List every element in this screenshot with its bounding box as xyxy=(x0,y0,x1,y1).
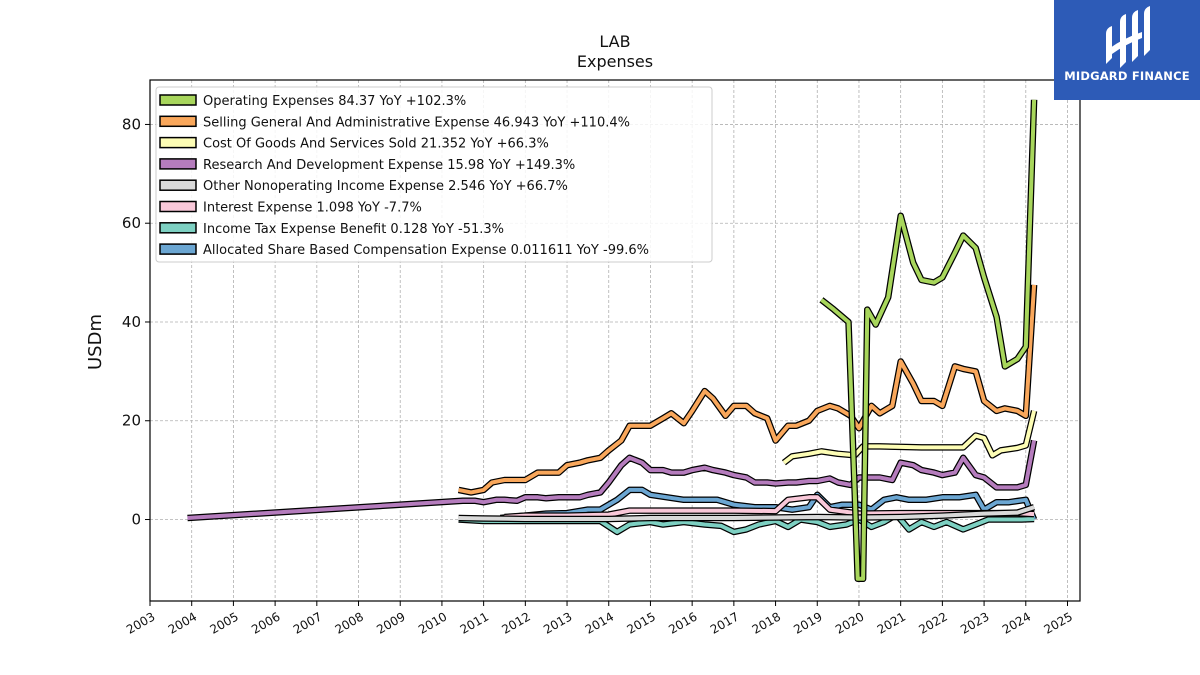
grid xyxy=(149,80,1080,601)
chart-subtitle: Expenses xyxy=(577,52,653,71)
x-tick-label: 2013 xyxy=(541,609,574,636)
series-line-research-and-development-expense xyxy=(187,440,1037,520)
x-tick-label: 2006 xyxy=(249,609,282,636)
logo-mark-icon xyxy=(1106,6,1150,68)
x-tick-label: 2011 xyxy=(458,609,491,636)
plot-frame xyxy=(149,79,1081,602)
x-tick-label: 2019 xyxy=(791,609,824,636)
legend-swatch xyxy=(159,200,197,213)
legend-entry: Selling General And Administrative Expen… xyxy=(203,115,630,130)
legend-entry: Research And Development Expense 15.98 Y… xyxy=(203,158,575,173)
legend-swatch xyxy=(159,222,197,234)
legend-swatch xyxy=(159,136,197,149)
series-line-cost-of-goods-and-services-sold xyxy=(782,410,1037,465)
x-tick-label: 2014 xyxy=(583,609,616,636)
x-tick-label: 2008 xyxy=(333,609,366,636)
legend-swatch xyxy=(159,179,197,191)
chart-title: LAB xyxy=(599,32,630,51)
x-tick-label: 2023 xyxy=(958,609,991,636)
legend-entry: Cost Of Goods And Services Sold 21.352 Y… xyxy=(203,137,549,152)
y-tick-label: 60 xyxy=(122,214,141,232)
midgard-finance-logo: MIDGARD FINANCE xyxy=(1054,0,1200,100)
series-line-other-nonoperating-income-expense xyxy=(458,505,1035,521)
x-tick-label: 2005 xyxy=(207,609,240,636)
legend-entry: Other Nonoperating Income Expense 2.546 … xyxy=(203,179,568,194)
x-tick-label: 2012 xyxy=(499,609,532,636)
series-line-allocated-share-based-compensation-expense xyxy=(500,487,1036,521)
x-tick-label: 2009 xyxy=(374,609,407,636)
y-axis-label: USDm xyxy=(85,314,106,370)
y-tick-label: 20 xyxy=(122,412,141,430)
series-layer xyxy=(187,99,1038,583)
x-tick-label: 2010 xyxy=(416,609,449,636)
logo-text: MIDGARD FINANCE xyxy=(1064,69,1190,83)
series-line-selling-general-and-administrative-expense xyxy=(458,284,1037,495)
legend-entry: Operating Expenses 84.37 YoY +102.3% xyxy=(203,94,466,109)
x-tick-label: 2025 xyxy=(1042,609,1075,636)
legend-entry: Interest Expense 1.098 YoY -7.7% xyxy=(203,201,422,216)
legend-entry: Income Tax Expense Benefit 0.128 YoY -51… xyxy=(203,222,504,237)
series-line-operating-expenses xyxy=(820,99,1037,581)
x-tick-label: 2017 xyxy=(708,609,741,636)
legend-box xyxy=(155,86,713,263)
legend-swatch xyxy=(159,115,197,128)
x-tick-label: 2016 xyxy=(666,609,699,636)
legend-swatch xyxy=(159,94,197,106)
y-tick-label: 80 xyxy=(122,115,141,133)
x-tick-label: 2003 xyxy=(124,609,157,636)
legend-swatch xyxy=(159,158,197,170)
legend-swatch xyxy=(159,243,197,255)
legend-entry: Allocated Share Based Compensation Expen… xyxy=(203,243,649,258)
x-tick-label: 2020 xyxy=(833,609,866,636)
y-tick-label: 0 xyxy=(131,511,141,529)
x-tick-label: 2004 xyxy=(166,609,199,636)
x-tick-label: 2024 xyxy=(1000,609,1033,636)
y-tick-label: 40 xyxy=(122,313,141,331)
x-tick-label: 2022 xyxy=(916,609,949,636)
legend: Operating Expenses 84.37 YoY +102.3% Sell… xyxy=(155,86,713,263)
x-tick-label: 2007 xyxy=(291,609,324,636)
x-tick-label: 2015 xyxy=(624,609,657,636)
x-tick-label: 2021 xyxy=(875,609,908,636)
x-tick-label: 2018 xyxy=(750,609,783,636)
